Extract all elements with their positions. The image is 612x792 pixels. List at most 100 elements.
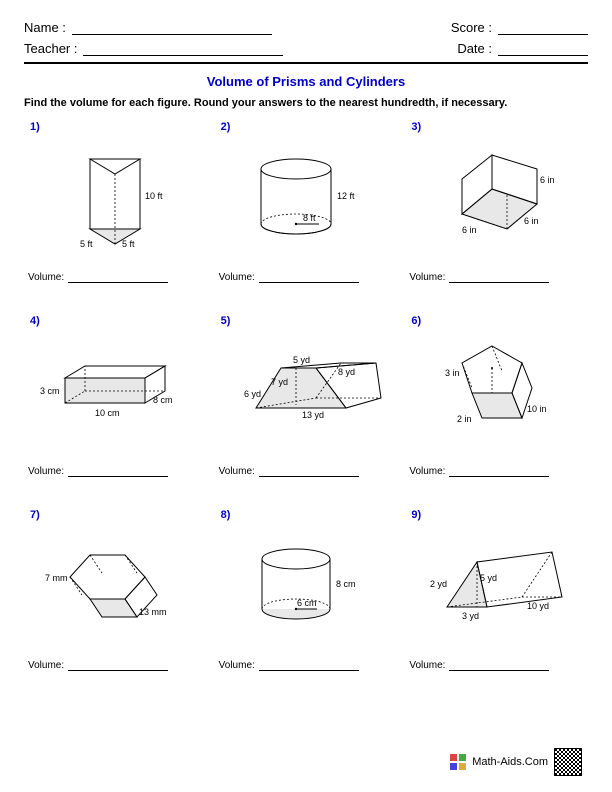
dim: 10 in [527,404,547,414]
dim: 10 ft [145,191,163,201]
answer-input-line[interactable] [449,467,549,477]
dim: 3 cm [40,386,60,396]
dim: 5 yd [480,573,497,583]
problem-cell: 1) 10 ft 5 ft 5 ft Volume: [24,121,207,311]
dim: 13 mm [139,607,167,617]
figure-trapezoidal-prism: 5 yd 8 yd 7 yd 6 yd 13 yd [215,333,398,453]
dim: 10 yd [527,601,549,611]
score-field: Score : [451,20,588,35]
name-input-line[interactable] [72,21,272,35]
answer-label: Volume: [28,660,64,671]
logo-icon [450,754,466,770]
answer-label: Volume: [409,466,445,477]
dim: 8 yd [338,367,355,377]
dim: 8 cm [336,579,356,589]
dim: 12 ft [337,191,355,201]
dim: 5 ft [80,239,93,249]
problem-number: 5) [221,315,231,327]
answer-row: Volume: [219,272,359,283]
answer-input-line[interactable] [259,467,359,477]
problem-number: 7) [30,509,40,521]
name-field: Name : [24,20,272,35]
problem-cell: 2) 8 ft 12 ft Volume: [215,121,398,311]
problem-number: 1) [30,121,40,133]
answer-row: Volume: [28,466,168,477]
dim: 5 yd [293,355,310,365]
dim: 6 cm [297,598,317,608]
footer-text: Math-Aids.Com [472,756,548,768]
answer-label: Volume: [28,466,64,477]
dim: 6 in [524,216,539,226]
dim: 10 cm [95,408,120,418]
figure-triangular-prism: 2 yd 5 yd 3 yd 10 yd [405,527,588,647]
dim: 13 yd [302,410,324,420]
answer-label: Volume: [219,466,255,477]
date-field: Date : [457,41,588,56]
answer-label: Volume: [409,660,445,671]
figure-cube: 6 in 6 in 6 in [405,139,588,259]
figure-cylinder: 6 cm 8 cm [215,527,398,647]
answer-row: Volume: [219,660,359,671]
problem-cell: 4) 3 cm 8 cm 10 cm Volume: [24,315,207,505]
dim: 6 in [462,225,477,235]
answer-label: Volume: [219,660,255,671]
answer-input-line[interactable] [449,273,549,283]
worksheet-title: Volume of Prisms and Cylinders [24,74,588,89]
dim: 7 mm [45,573,68,583]
answer-row: Volume: [409,660,549,671]
problem-number: 2) [221,121,231,133]
answer-label: Volume: [28,272,64,283]
answer-input-line[interactable] [259,661,359,671]
figure-hexagonal-prism: 7 mm 13 mm [24,527,207,647]
problem-number: 6) [411,315,421,327]
dim: 6 in [540,175,555,185]
date-input-line[interactable] [498,42,588,56]
answer-row: Volume: [28,660,168,671]
teacher-label: Teacher : [24,41,77,56]
problem-number: 3) [411,121,421,133]
problem-cell: 9) 2 yd 5 yd 3 yd 10 yd Volume: [405,509,588,699]
answer-row: Volume: [409,272,549,283]
dim: 7 yd [271,377,288,387]
figure-pentagonal-prism: 3 in 2 in 10 in [405,333,588,453]
problem-number: 9) [411,509,421,521]
header-row-2: Teacher : Date : [24,41,588,56]
answer-input-line[interactable] [68,661,168,671]
dim: 3 in [445,368,460,378]
dim: 8 cm [153,395,173,405]
teacher-input-line[interactable] [83,42,283,56]
problem-number: 8) [221,509,231,521]
answer-input-line[interactable] [449,661,549,671]
answer-row: Volume: [409,466,549,477]
problem-cell: 7) 7 mm 13 mm Volume: [24,509,207,699]
figure-rect-prism: 3 cm 8 cm 10 cm [24,333,207,453]
figure-triangular-prism: 10 ft 5 ft 5 ft [24,139,207,259]
teacher-field: Teacher : [24,41,283,56]
dim: 2 yd [430,579,447,589]
footer: Math-Aids.Com [450,748,582,776]
answer-row: Volume: [219,466,359,477]
problem-grid: 1) 10 ft 5 ft 5 ft Volume: 2) [24,121,588,699]
answer-input-line[interactable] [259,273,359,283]
header-divider [24,62,588,64]
dim: 2 in [457,414,472,424]
date-label: Date : [457,41,492,56]
answer-input-line[interactable] [68,467,168,477]
problem-cell: 8) 6 cm 8 cm Volume: [215,509,398,699]
dim: 3 yd [462,611,479,621]
name-label: Name : [24,20,66,35]
score-input-line[interactable] [498,21,588,35]
answer-row: Volume: [28,272,168,283]
problem-cell: 6) 3 in 2 in 10 in Volume: [405,315,588,505]
dim: 6 yd [244,389,261,399]
dim: 8 ft [303,213,316,223]
answer-label: Volume: [219,272,255,283]
header-row-1: Name : Score : [24,20,588,35]
qr-code-icon [554,748,582,776]
instructions: Find the volume for each figure. Round y… [24,97,588,109]
answer-label: Volume: [409,272,445,283]
problem-number: 4) [30,315,40,327]
answer-input-line[interactable] [68,273,168,283]
figure-cylinder: 8 ft 12 ft [215,139,398,259]
problem-cell: 3) 6 in 6 in 6 in Volume: [405,121,588,311]
